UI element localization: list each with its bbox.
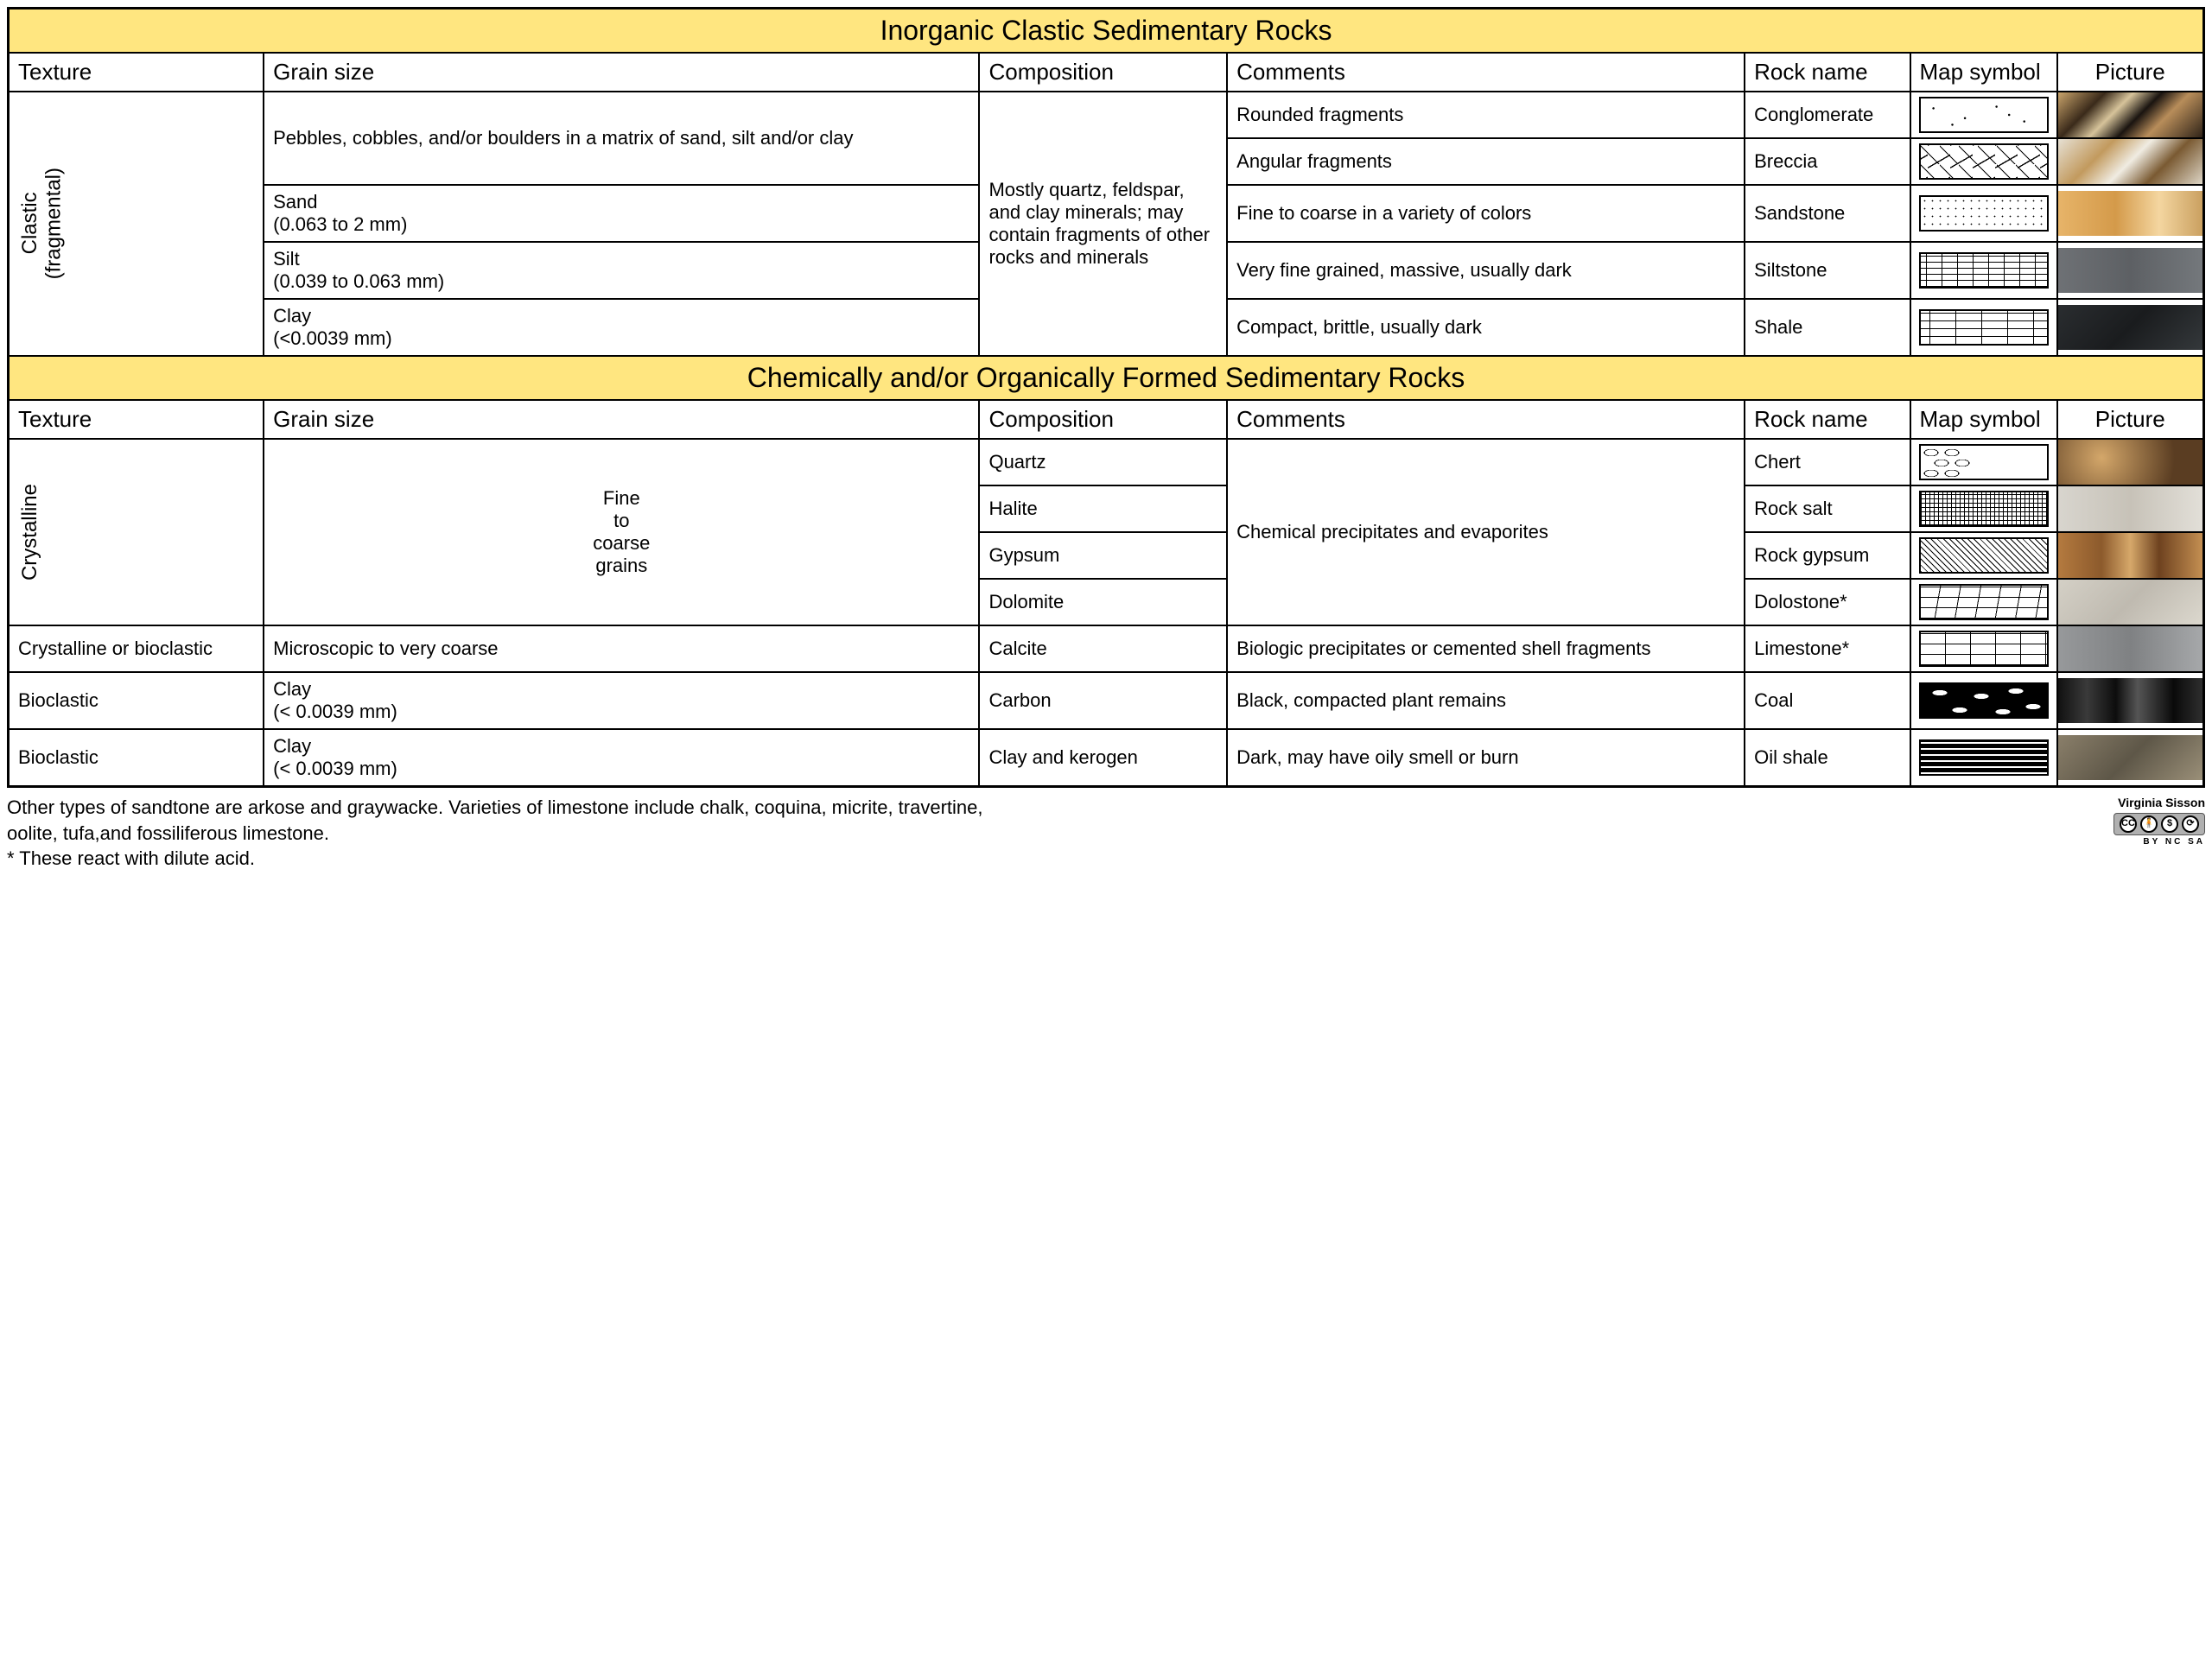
picture-dolostone [2058, 580, 2203, 625]
grain-pebbles: Pebbles, cobbles, and/or boulders in a m… [264, 92, 979, 185]
name-sandstone: Sandstone [1745, 185, 1910, 242]
comments-shale: Compact, brittle, usually dark [1227, 299, 1745, 356]
picture-siltstone [2058, 248, 2203, 293]
name-gypsum: Rock gypsum [1745, 532, 1910, 579]
col2-rockname: Rock name [1745, 400, 1910, 439]
composition-limestone: Calcite [979, 625, 1227, 672]
symbol-conglomerate [1919, 97, 2049, 133]
name-dolostone: Dolostone* [1745, 579, 1910, 625]
comments-evaporites: Chemical precipitates and evaporites [1227, 439, 1745, 625]
symbol-gypsum [1919, 537, 2049, 574]
col2-grain: Grain size [264, 400, 979, 439]
picture-chert [2058, 440, 2203, 485]
grain-oilshale: Clay(< 0.0039 mm) [264, 729, 979, 787]
author-name: Virginia Sisson [2113, 795, 2205, 811]
name-shale: Shale [1745, 299, 1910, 356]
composition-gypsum: Gypsum [979, 532, 1227, 579]
picture-breccia [2058, 139, 2203, 184]
col-comments: Comments [1227, 53, 1745, 92]
name-rocksalt: Rock salt [1745, 485, 1910, 532]
picture-oilshale [2058, 735, 2203, 780]
col2-symbol: Map symbol [1910, 400, 2057, 439]
symbol-coal [1919, 682, 2049, 719]
symbol-shale [1919, 309, 2049, 346]
grain-coal: Clay(< 0.0039 mm) [264, 672, 979, 729]
picture-shale [2058, 305, 2203, 350]
section1-title: Inorganic Clastic Sedimentary Rocks [9, 9, 2204, 54]
cc-license-labels: BY NC SA [2113, 836, 2205, 848]
cc-license-icon: CC🧍$⟳ [2113, 813, 2205, 835]
symbol-oilshale [1919, 739, 2049, 776]
grain-clay: Clay(<0.0039 mm) [264, 299, 979, 356]
grain-silt: Silt(0.039 to 0.063 mm) [264, 242, 979, 299]
symbol-chert [1919, 444, 2049, 480]
footnote-line3: * These react with dilute acid. [7, 847, 255, 869]
symbol-breccia [1919, 143, 2049, 180]
col2-comments: Comments [1227, 400, 1745, 439]
comments-oilshale: Dark, may have oily smell or burn [1227, 729, 1745, 787]
col2-texture: Texture [9, 400, 264, 439]
symbol-dolostone [1919, 584, 2049, 620]
name-chert: Chert [1745, 439, 1910, 485]
col-symbol: Map symbol [1910, 53, 2057, 92]
texture-limestone: Crystalline or bioclastic [9, 625, 264, 672]
picture-rocksalt [2058, 486, 2203, 531]
col-picture: Picture [2057, 53, 2204, 92]
picture-coal [2058, 678, 2203, 723]
texture-coal: Bioclastic [9, 672, 264, 729]
texture-crystalline: Crystalline [13, 475, 48, 589]
composition-clastic: Mostly quartz, feldspar, and clay minera… [979, 92, 1227, 356]
col-rockname: Rock name [1745, 53, 1910, 92]
composition-oilshale: Clay and kerogen [979, 729, 1227, 787]
section2-title: Chemically and/or Organically Formed Sed… [9, 356, 2204, 400]
name-oilshale: Oil shale [1745, 729, 1910, 787]
composition-dolostone: Dolomite [979, 579, 1227, 625]
picture-limestone [2058, 626, 2203, 671]
col-texture: Texture [9, 53, 264, 92]
grain-sand: Sand(0.063 to 2 mm) [264, 185, 979, 242]
grain-limestone: Microscopic to very coarse [264, 625, 979, 672]
col2-composition: Composition [979, 400, 1227, 439]
comments-coal: Black, compacted plant remains [1227, 672, 1745, 729]
name-conglomerate: Conglomerate [1745, 92, 1910, 138]
symbol-rocksalt [1919, 491, 2049, 527]
comments-limestone: Biologic precipitates or cemented shell … [1227, 625, 1745, 672]
comments-conglomerate: Rounded fragments [1227, 92, 1745, 138]
name-limestone: Limestone* [1745, 625, 1910, 672]
comments-siltstone: Very fine grained, massive, usually dark [1227, 242, 1745, 299]
footnotes: Other types of sandtone are arkose and g… [7, 795, 2205, 872]
grain-fine-coarse: Finetocoarsegrains [264, 439, 979, 625]
texture-oilshale: Bioclastic [9, 729, 264, 787]
name-breccia: Breccia [1745, 138, 1910, 185]
col2-picture: Picture [2057, 400, 2204, 439]
comments-sandstone: Fine to coarse in a variety of colors [1227, 185, 1745, 242]
composition-coal: Carbon [979, 672, 1227, 729]
symbol-siltstone [1919, 252, 2049, 289]
picture-conglomerate [2058, 92, 2203, 137]
picture-sandstone [2058, 191, 2203, 236]
texture-clastic: Clastic(fragmental) [13, 159, 71, 288]
symbol-sandstone [1919, 195, 2049, 232]
composition-rocksalt: Halite [979, 485, 1227, 532]
footnote-line1: Other types of sandtone are arkose and g… [7, 796, 983, 818]
picture-gypsum [2058, 533, 2203, 578]
name-siltstone: Siltstone [1745, 242, 1910, 299]
composition-chert: Quartz [979, 439, 1227, 485]
col-grain: Grain size [264, 53, 979, 92]
comments-breccia: Angular fragments [1227, 138, 1745, 185]
name-coal: Coal [1745, 672, 1910, 729]
col-composition: Composition [979, 53, 1227, 92]
symbol-limestone [1919, 631, 2049, 667]
footnote-line2: oolite, tufa,and fossiliferous limestone… [7, 822, 329, 844]
sedimentary-rocks-table: Inorganic Clastic Sedimentary Rocks Text… [7, 7, 2205, 788]
